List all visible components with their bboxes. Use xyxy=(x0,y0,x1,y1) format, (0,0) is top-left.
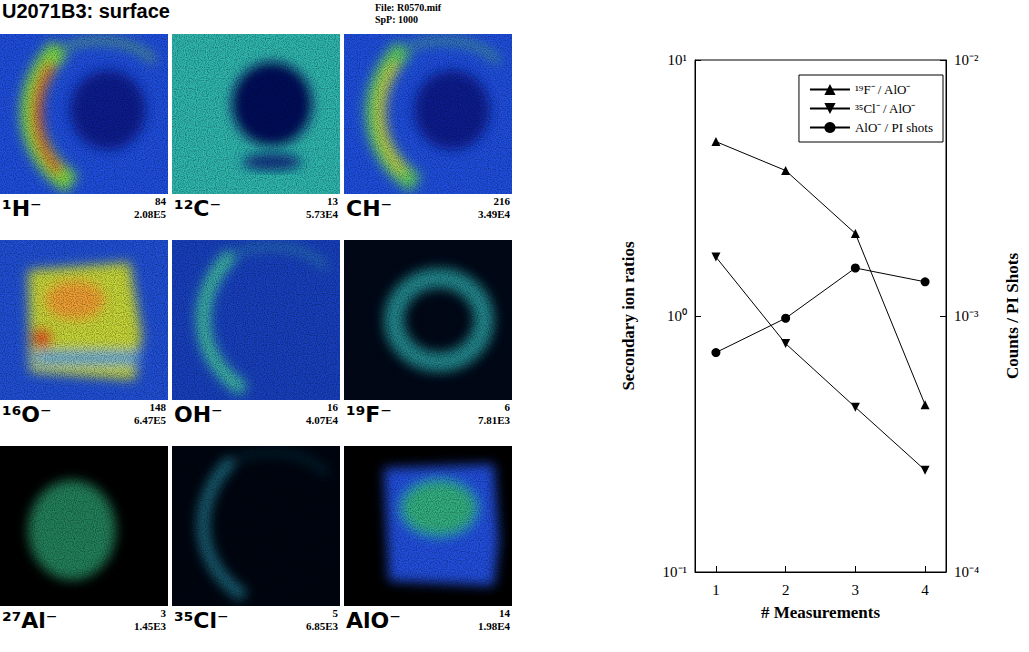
html-text:2.08E5: 2.08E5 xyxy=(133,208,166,220)
html-text:SpP: 1000: SpP: 1000 xyxy=(375,14,419,25)
html-text:³⁵Cl⁻: ³⁵Cl⁻ xyxy=(174,608,229,633)
svg-text:¹⁹F⁻ / AlO⁻: ¹⁹F⁻ / AlO⁻ xyxy=(855,82,910,97)
svg-text:Counts / PI Shots: Counts / PI Shots xyxy=(1003,253,1022,380)
svg-text:10⁻³: 10⁻³ xyxy=(954,308,979,324)
html-text:¹⁹F⁻: ¹⁹F⁻ xyxy=(346,402,392,427)
svg-text:Secondary ion ratios: Secondary ion ratios xyxy=(619,241,638,391)
html-text:148: 148 xyxy=(149,401,166,413)
html-text:²⁷Al⁻: ²⁷Al⁻ xyxy=(2,608,58,633)
html-text:6.85E3: 6.85E3 xyxy=(305,620,338,632)
html-text:1.45E3: 1.45E3 xyxy=(133,620,166,632)
svg-text:10⁻²: 10⁻² xyxy=(954,52,979,68)
html-text:7.81E3: 7.81E3 xyxy=(477,414,510,426)
svg-text:1: 1 xyxy=(712,582,720,598)
html-text:4.07E4: 4.07E4 xyxy=(305,414,338,426)
svg-text:10¹: 10¹ xyxy=(668,52,688,68)
html-text:13: 13 xyxy=(327,195,338,207)
html-text:OH⁻: OH⁻ xyxy=(174,402,223,427)
svg-text:2: 2 xyxy=(782,582,790,598)
svg-text:10⁰: 10⁰ xyxy=(667,308,687,324)
svg-text:# Measurements: # Measurements xyxy=(761,603,881,622)
svg-text:3: 3 xyxy=(852,582,860,598)
html-text:5: 5 xyxy=(332,607,338,619)
svg-text:10⁻¹: 10⁻¹ xyxy=(663,564,688,580)
html-text:¹H⁻: ¹H⁻ xyxy=(2,196,42,221)
html-text:16: 16 xyxy=(327,401,338,413)
html-text:6: 6 xyxy=(504,401,510,413)
svg-text:4: 4 xyxy=(921,582,929,598)
html-text:¹⁶O⁻: ¹⁶O⁻ xyxy=(2,402,52,427)
html-text:216: 216 xyxy=(493,195,510,207)
svg-text:³⁵Cl⁻ / AlO⁻: ³⁵Cl⁻ / AlO⁻ xyxy=(855,101,916,116)
html-text:5.73E4: 5.73E4 xyxy=(305,208,338,220)
html-text:14: 14 xyxy=(499,607,510,619)
html-text:6.47E5: 6.47E5 xyxy=(133,414,166,426)
svg-text:10⁻⁴: 10⁻⁴ xyxy=(954,564,979,580)
html-text:3: 3 xyxy=(160,607,166,619)
html-text:CH⁻: CH⁻ xyxy=(346,196,393,221)
html-text:84: 84 xyxy=(155,195,166,207)
svg-text:AlO⁻ / PI shots: AlO⁻ / PI shots xyxy=(855,120,933,135)
html-text:AlO⁻: AlO⁻ xyxy=(346,608,401,633)
html-text:3.49E4: 3.49E4 xyxy=(477,208,510,220)
html-text:1.98E4: 1.98E4 xyxy=(477,620,510,632)
html-text:¹²C⁻: ¹²C⁻ xyxy=(174,196,221,221)
html-text:File: R0570.mif: File: R0570.mif xyxy=(375,2,442,13)
html-text:U2071B3: surface: U2071B3: surface xyxy=(2,0,170,22)
